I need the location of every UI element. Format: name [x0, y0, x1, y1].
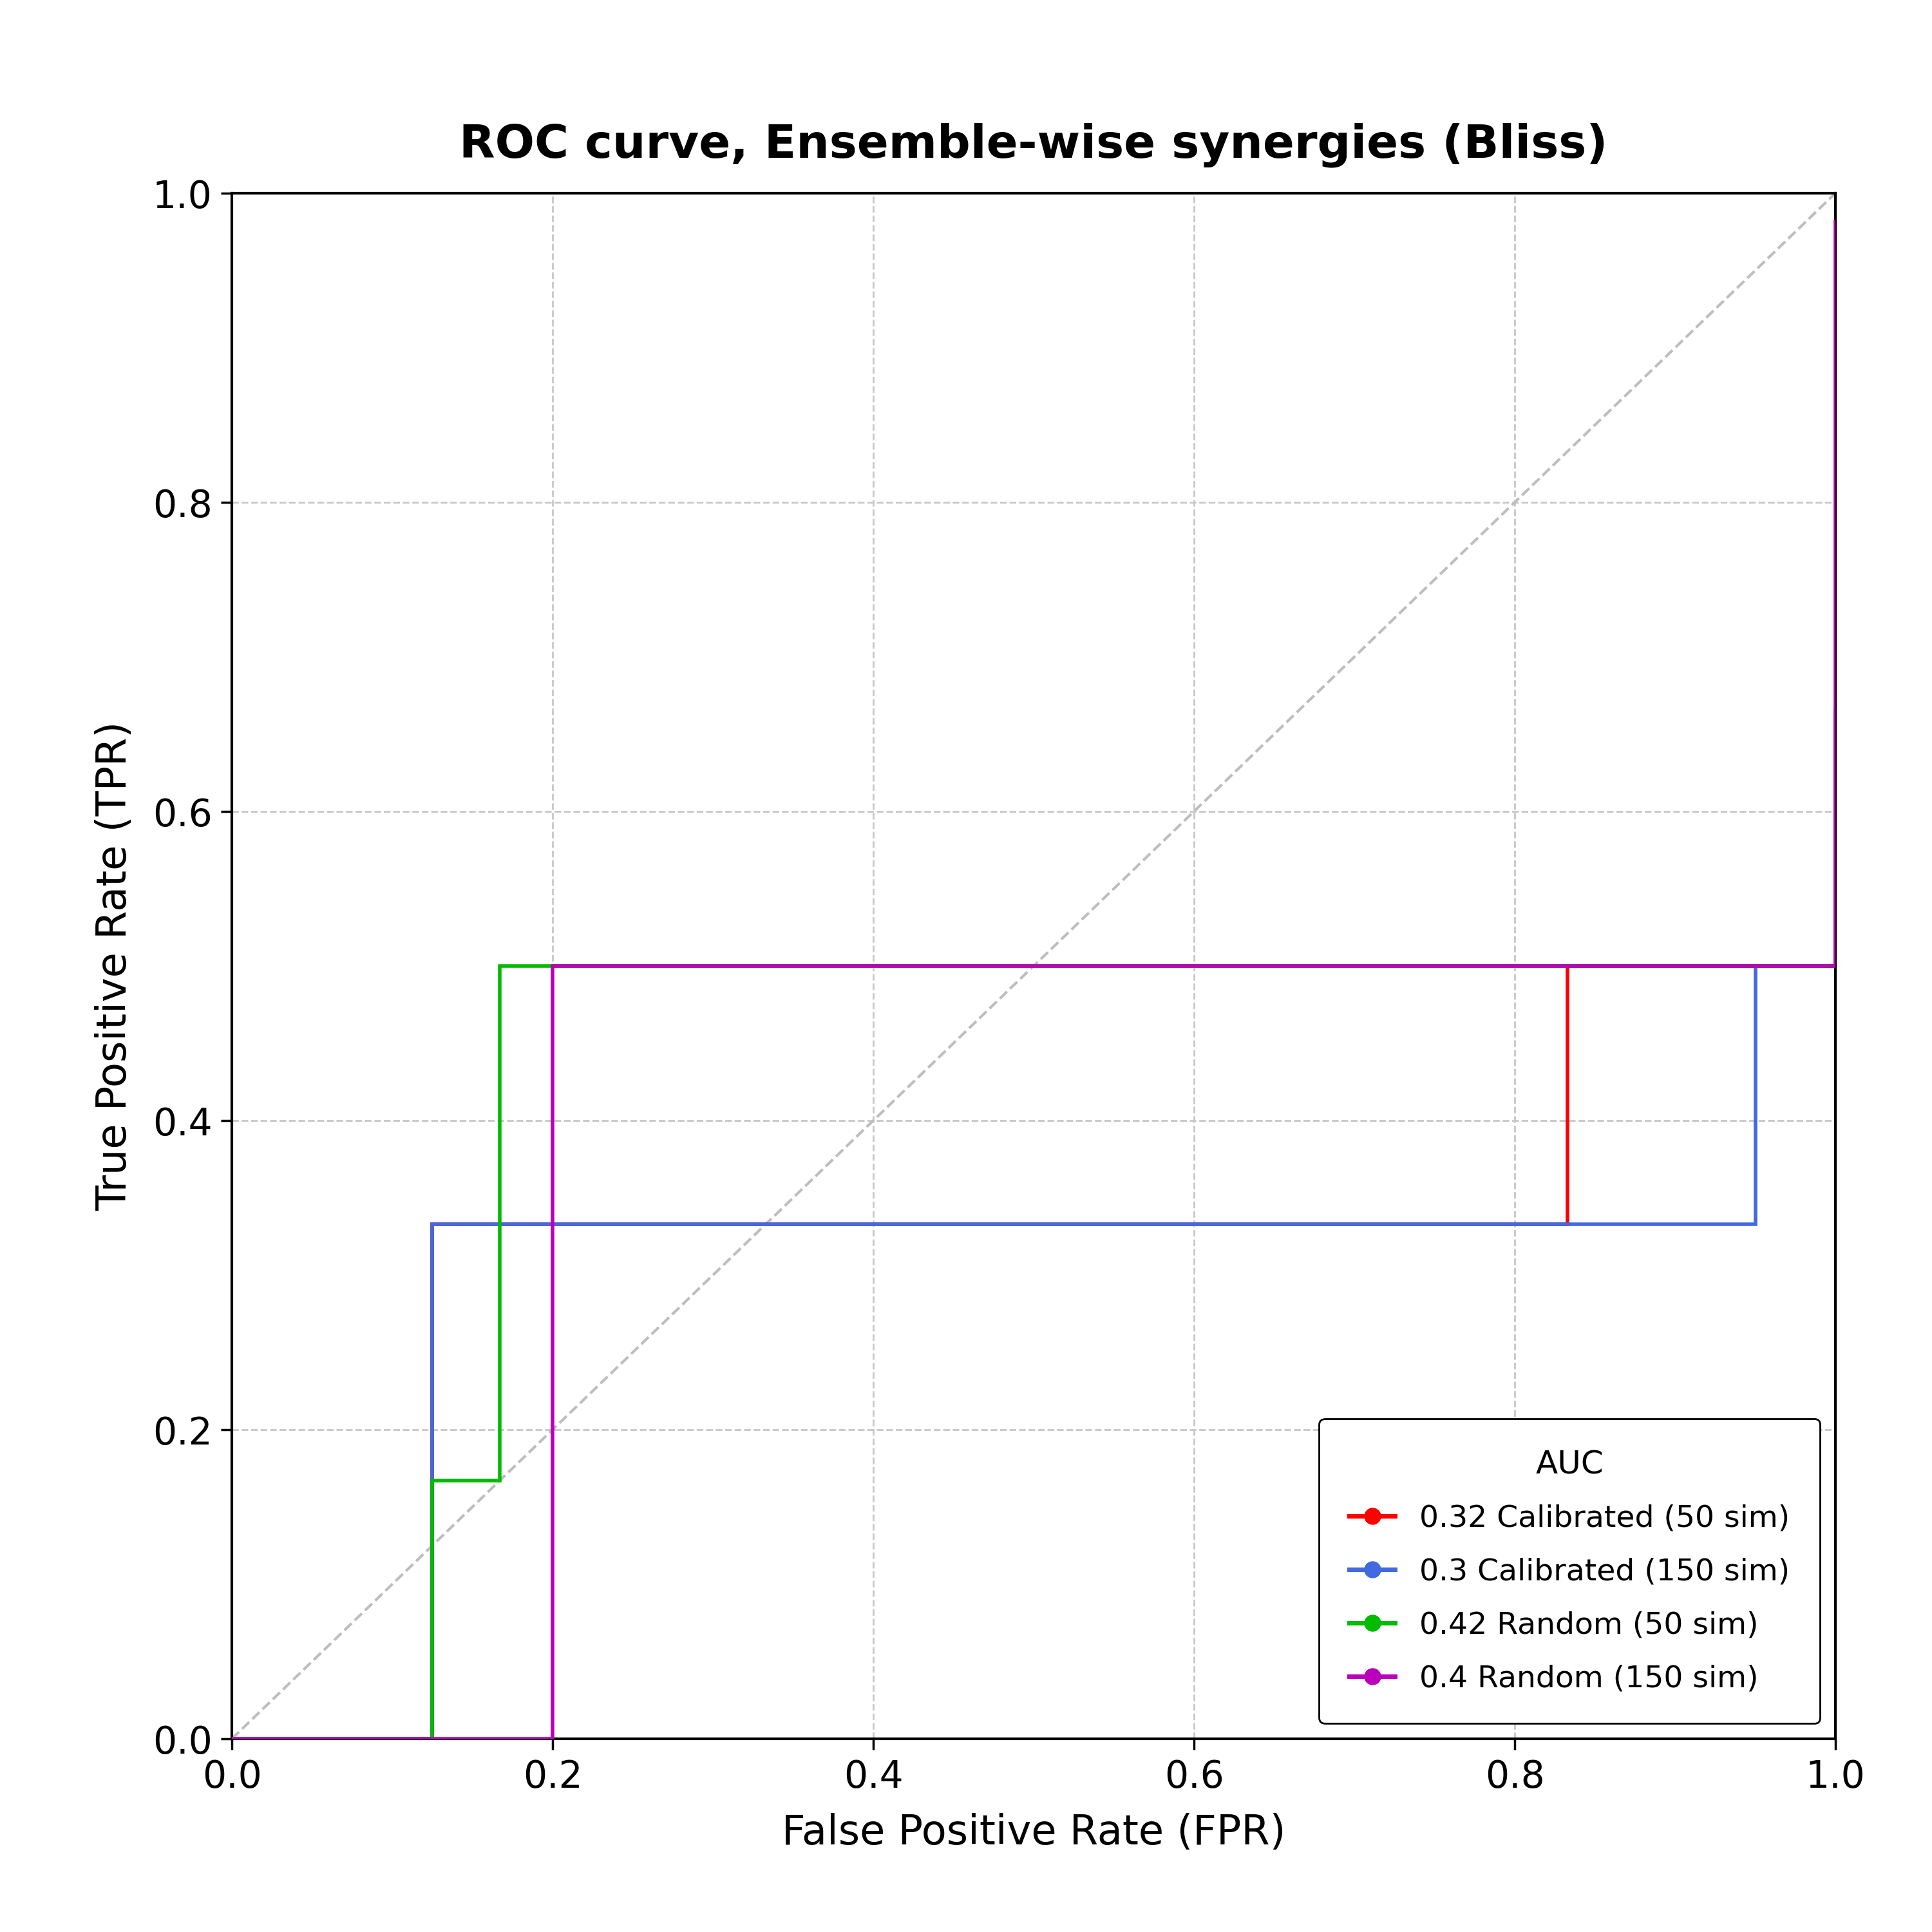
Legend: 0.32 Calibrated (50 sim), 0.3 Calibrated (150 sim), 0.42 Random (50 sim), 0.4 Ra: 0.32 Calibrated (50 sim), 0.3 Calibrated… [1320, 1418, 1820, 1723]
X-axis label: False Positive Rate (FPR): False Positive Rate (FPR) [782, 1812, 1285, 1853]
Y-axis label: True Positive Rate (TPR): True Positive Rate (TPR) [95, 721, 135, 1211]
Title: ROC curve, Ensemble-wise synergies (Bliss): ROC curve, Ensemble-wise synergies (Blis… [460, 122, 1607, 168]
